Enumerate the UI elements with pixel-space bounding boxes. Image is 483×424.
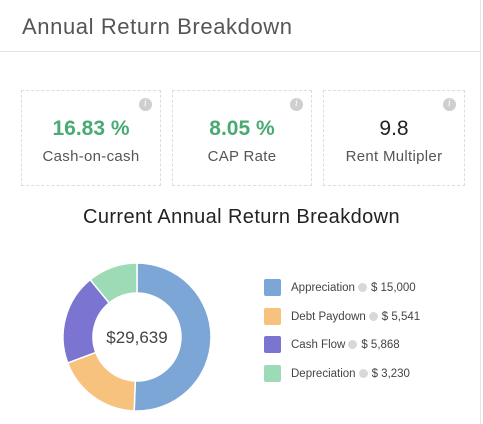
cash-on-cash-card: i 16.83 % Cash-on-cash	[21, 90, 161, 186]
info-icon[interactable]	[358, 368, 368, 378]
legend-label: Appreciation $ 15,000	[291, 282, 416, 294]
legend-label: Debt Paydown $ 5,541	[291, 311, 420, 323]
info-icon[interactable]: i	[139, 98, 152, 111]
legend-swatch	[264, 307, 281, 325]
info-icon[interactable]	[357, 283, 367, 292]
legend-category: Depreciation	[291, 367, 356, 380]
legend-category: Cash Flow	[291, 339, 346, 351]
donut-chart: $29,639	[62, 262, 212, 412]
info-icon[interactable]: i	[443, 98, 456, 111]
legend-value: $ 5,541	[381, 310, 421, 323]
legend-label: Depreciation $ 3,230	[291, 368, 410, 380]
legend-value: $ 3,230	[371, 367, 410, 380]
info-icon[interactable]	[348, 340, 358, 349]
legend-category: Appreciation	[291, 282, 355, 294]
info-icon[interactable]: i	[290, 98, 303, 111]
cap-rate-card: i 8.05 % CAP Rate	[172, 90, 312, 186]
cash-on-cash-label: Cash-on-cash	[42, 148, 140, 165]
chart-legend: Appreciation $ 15,000 Debt Paydown $ 5,541 C…	[264, 279, 474, 393]
legend-item-cash-flow: Cash Flow $ 5,868	[264, 336, 474, 356]
legend-label: Cash Flow $ 5,868	[291, 339, 400, 351]
legend-item-appreciation: Appreciation $ 15,000	[264, 279, 474, 299]
panel-title: Annual Return Breakdown	[22, 14, 293, 39]
donut-center-total: $29,639	[106, 328, 167, 347]
legend-swatch	[264, 336, 281, 353]
legend-item-debt-paydown: Debt Paydown $ 5,541	[264, 307, 474, 328]
cap-rate-label: CAP Rate	[207, 148, 277, 165]
legend-swatch	[264, 279, 281, 296]
legend-category: Debt Paydown	[291, 310, 366, 323]
donut-slice-appreciation[interactable]	[133, 262, 212, 412]
donut-slice-depreciation[interactable]	[89, 262, 138, 304]
info-icon[interactable]	[368, 311, 378, 321]
legend-value: $ 15,000	[370, 282, 416, 294]
rent-multiplier-label: Rent Multipler	[345, 148, 443, 165]
legend-value: $ 5,868	[361, 339, 400, 351]
cap-rate-value: 8.05 %	[209, 117, 275, 140]
legend-swatch	[264, 364, 281, 382]
rent-multiplier-value: 9.8	[379, 117, 409, 140]
rent-multiplier-card: i 9.8 Rent Multipler	[323, 90, 465, 186]
donut-slice-debt-paydown[interactable]	[66, 351, 137, 412]
chart-title: Current Annual Return Breakdown	[82, 206, 401, 228]
cash-on-cash-value: 16.83 %	[52, 117, 130, 140]
panel-header: Annual Return Breakdown	[0, 0, 481, 52]
legend-item-depreciation: Depreciation $ 3,230	[264, 364, 474, 385]
